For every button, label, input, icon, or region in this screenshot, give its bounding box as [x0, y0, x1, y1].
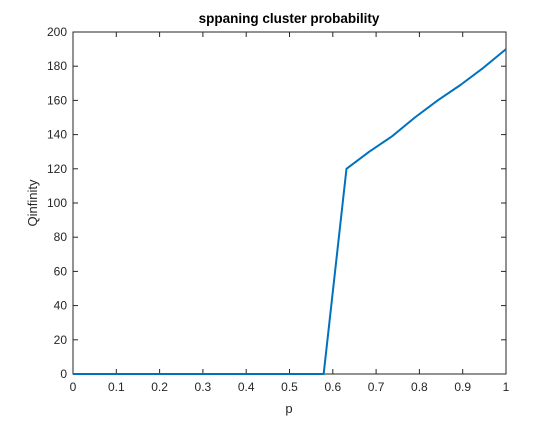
x-tick-label: 0 — [70, 380, 77, 394]
y-tick-label: 160 — [47, 93, 67, 107]
y-tick-label: 20 — [54, 333, 68, 347]
x-tick-label: 0.4 — [238, 380, 255, 394]
y-tick-label: 140 — [47, 128, 67, 142]
x-tick-label: 0.7 — [368, 380, 385, 394]
x-tick-label: 0.6 — [324, 380, 341, 394]
y-tick-label: 80 — [54, 230, 68, 244]
y-tick-label: 200 — [47, 25, 67, 39]
x-tick-label: 0.8 — [411, 380, 428, 394]
x-tick-label: 0.3 — [195, 380, 212, 394]
x-tick-label: 0.1 — [108, 380, 125, 394]
y-tick-label: 120 — [47, 162, 67, 176]
y-tick-label: 0 — [60, 367, 67, 381]
y-tick-label: 60 — [54, 264, 68, 278]
y-tick-label: 100 — [47, 196, 67, 210]
x-tick-label: 0.5 — [281, 380, 298, 394]
axes: 0 0.1 0.2 0.3 0.4 0.5 0.6 0.7 0.8 0.9 1 0 20 40 60 80 10… — [47, 25, 510, 394]
x-tick-label: 1 — [503, 380, 510, 394]
x-tick-label: 0.9 — [454, 380, 471, 394]
plot-area-box — [73, 32, 506, 374]
series-layer — [73, 49, 506, 374]
y-axis-title: Qinfinity — [25, 179, 40, 226]
y-tick-label: 40 — [54, 299, 68, 313]
x-axis-title: p — [285, 401, 292, 416]
y-tick-label: 180 — [47, 59, 67, 73]
chart-title: sppaning cluster probability — [199, 11, 380, 26]
x-tick-label: 0.2 — [151, 380, 168, 394]
series-line — [73, 49, 506, 374]
